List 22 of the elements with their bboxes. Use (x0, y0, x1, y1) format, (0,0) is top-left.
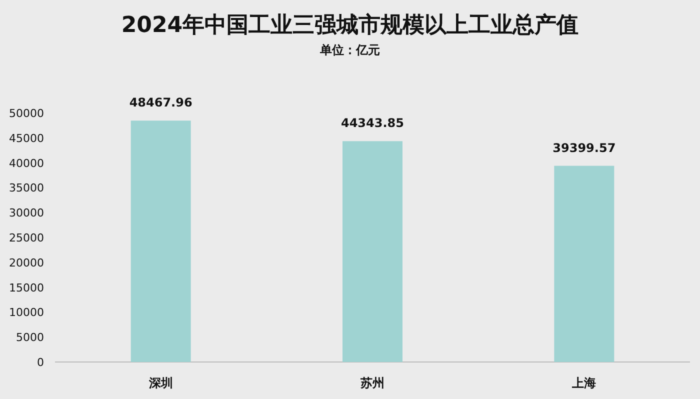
y-tick-label: 25000 (9, 232, 44, 244)
y-tick-label: 35000 (9, 182, 44, 195)
y-tick-label: 30000 (9, 206, 44, 220)
data-label: 48467.96 (129, 96, 192, 110)
chart-title: 2024年中国工业三强城市规模以上工业总产值 (121, 12, 579, 38)
data-label: 39399.57 (552, 140, 616, 155)
y-tick-label: 5000 (16, 331, 44, 344)
y-tick-label: 20000 (9, 256, 44, 270)
y-tick-label: 15000 (9, 281, 44, 294)
x-tick-label: 深圳 (148, 376, 173, 390)
y-tick-label: 45000 (9, 132, 44, 145)
y-tick-label: 10000 (9, 306, 44, 320)
bar (342, 141, 402, 362)
bar (130, 120, 191, 362)
y-tick-label: 0 (37, 356, 44, 369)
y-tick-label: 40000 (9, 156, 44, 170)
chart-subtitle: 单位：亿元 (319, 43, 380, 57)
x-tick-label: 苏州 (360, 376, 384, 390)
data-label: 44343.85 (340, 116, 404, 130)
x-tick-label: 上海 (571, 376, 596, 390)
y-tick-label: 50000 (9, 107, 44, 120)
bar (554, 166, 614, 362)
